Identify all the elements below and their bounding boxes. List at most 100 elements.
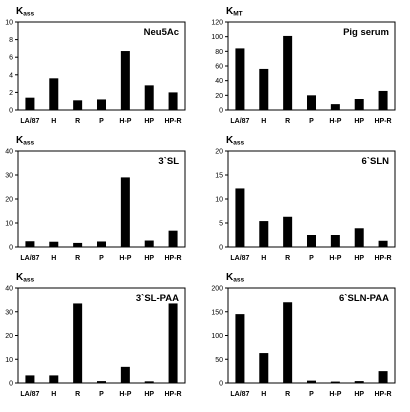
- x-tick-label-hp-r: HP-R: [165, 255, 182, 262]
- x-tick-label-p: P: [99, 255, 104, 262]
- bar-la-87: [25, 241, 35, 247]
- y-axis-label-main: K: [16, 272, 24, 283]
- bar-p: [97, 241, 106, 247]
- x-tick-label-hp: HP: [144, 118, 154, 125]
- bar-r: [283, 302, 293, 383]
- y-tick-label: 100: [211, 333, 223, 340]
- bar-h-p: [120, 177, 130, 247]
- y-tick-label: 150: [211, 309, 223, 316]
- bar-hp-r: [378, 90, 388, 110]
- bar-hp: [354, 228, 364, 247]
- x-tick-label-h: H: [51, 255, 56, 262]
- x-tick-label-h-p: H-P: [119, 118, 131, 125]
- bar-p: [97, 381, 106, 383]
- x-tick-label-h: H: [51, 391, 56, 398]
- bar-h: [49, 241, 59, 247]
- bar-h-p: [330, 381, 340, 383]
- y-tick-label: 20: [215, 149, 223, 156]
- y-axis-label-main: K: [226, 272, 234, 283]
- bar-p: [97, 99, 106, 110]
- x-tick-label-r: R: [75, 391, 80, 398]
- y-axis-label: Kass: [16, 6, 34, 18]
- x-tick-label-la-87: LA/87: [230, 255, 249, 262]
- x-tick-label-p: P: [309, 255, 314, 262]
- x-tick-label-r: R: [75, 118, 80, 125]
- y-tick-label: 0: [219, 381, 223, 388]
- x-tick-label-r: R: [75, 255, 80, 262]
- chart-title: 6`SLN: [362, 156, 390, 167]
- y-tick-label: 20: [5, 333, 13, 340]
- bar-p: [307, 95, 316, 110]
- x-tick-label-hp: HP: [354, 118, 364, 125]
- y-axis-label-sub: ass: [23, 140, 34, 147]
- y-axis-label-sub: ass: [233, 140, 244, 147]
- x-tick-label-hp-r: HP-R: [375, 391, 392, 398]
- y-tick-label: 0: [9, 381, 13, 388]
- bar-r: [73, 303, 83, 383]
- bar-h: [49, 375, 59, 383]
- bar-r: [283, 35, 293, 110]
- bar-h: [259, 353, 269, 383]
- x-tick-label-la-87: LA/87: [20, 255, 39, 262]
- bar-h-p: [120, 366, 130, 383]
- bar-la-87: [25, 97, 35, 110]
- bar-hp: [354, 99, 364, 110]
- x-tick-label-h: H: [261, 255, 266, 262]
- bar-hp-r: [378, 240, 388, 247]
- y-axis-label-sub: MT: [233, 11, 242, 18]
- y-tick-label: 0: [9, 108, 13, 115]
- x-tick-label-hp-r: HP-R: [165, 391, 182, 398]
- chart-title: 3`SL-PAA: [136, 293, 179, 304]
- y-tick-label: 10: [5, 221, 13, 228]
- x-tick-label-p: P: [99, 391, 104, 398]
- x-tick-label-p: P: [309, 391, 314, 398]
- y-tick-label: 100: [211, 34, 223, 41]
- y-axis-label-main: K: [16, 6, 24, 17]
- bar-la-87: [25, 375, 35, 383]
- y-tick-label: 20: [5, 197, 13, 204]
- x-tick-label-hp-r: HP-R: [375, 255, 392, 262]
- bar-p: [307, 235, 316, 247]
- y-tick-label: 0: [219, 108, 223, 115]
- x-tick-label-r: R: [285, 118, 290, 125]
- y-tick-label: 10: [5, 357, 13, 364]
- x-tick-label-h: H: [261, 118, 266, 125]
- y-tick-label: 2: [9, 90, 13, 97]
- chart-title: Pig serum: [343, 27, 389, 38]
- x-tick-label-hp: HP: [144, 255, 154, 262]
- x-tick-label-h-p: H-P: [329, 255, 341, 262]
- bar-h: [259, 221, 269, 247]
- y-tick-label: 30: [5, 173, 13, 180]
- x-tick-label-h: H: [51, 118, 56, 125]
- y-tick-label: 40: [5, 149, 13, 156]
- y-tick-label: 10: [5, 20, 13, 27]
- y-tick-label: 10: [215, 197, 223, 204]
- bar-hp: [144, 381, 154, 383]
- y-tick-label: 20: [215, 93, 223, 100]
- bar-h-p: [330, 104, 340, 110]
- x-tick-label-la-87: LA/87: [230, 391, 249, 398]
- bar-la-87: [235, 48, 245, 110]
- x-tick-label-hp: HP: [354, 391, 364, 398]
- y-tick-label: 200: [211, 286, 223, 293]
- bar-hp: [144, 240, 154, 247]
- chart-title: 3`SL: [158, 156, 179, 167]
- bar-hp-r: [168, 303, 178, 383]
- y-axis-label: KMT: [226, 6, 243, 18]
- bar-p: [307, 380, 316, 383]
- bar-hp: [144, 85, 154, 110]
- y-axis-label: Kass: [226, 135, 244, 147]
- x-tick-label-h-p: H-P: [119, 255, 131, 262]
- bar-h-p: [120, 51, 130, 110]
- x-tick-label-p: P: [99, 118, 104, 125]
- x-tick-label-hp-r: HP-R: [165, 118, 182, 125]
- x-tick-label-la-87: LA/87: [20, 391, 39, 398]
